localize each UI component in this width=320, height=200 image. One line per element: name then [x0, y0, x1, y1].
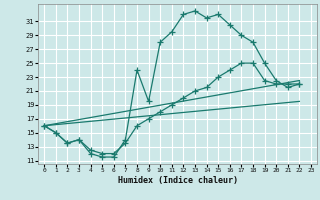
X-axis label: Humidex (Indice chaleur): Humidex (Indice chaleur)	[118, 176, 238, 185]
